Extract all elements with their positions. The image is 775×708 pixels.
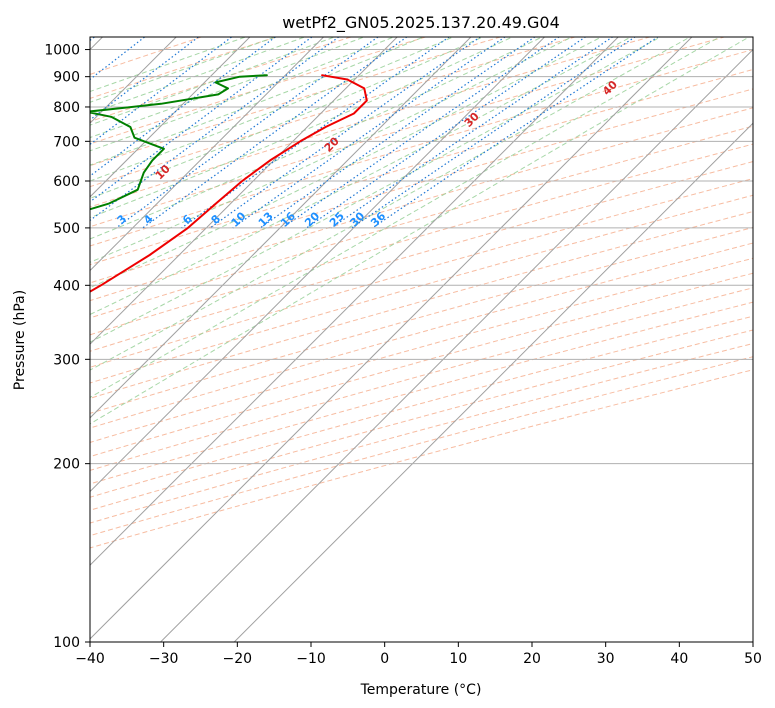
dry-adiabat-line <box>90 107 753 302</box>
x-tick-label: 40 <box>670 651 688 667</box>
dry-adiabat-line <box>90 369 753 549</box>
isotherms <box>90 37 753 642</box>
mixing-ratio-line <box>115 37 379 229</box>
y-axis-title: Pressure (hPa) <box>12 290 28 390</box>
mixing-ratio-line <box>306 37 587 229</box>
x-axis-ticks: −40 −30 −20 −10 0 10 20 30 40 50 <box>75 642 762 667</box>
isotherm-line <box>90 37 325 272</box>
x-tick-label: −20 <box>223 651 253 667</box>
x-tick-label: −40 <box>75 651 105 667</box>
mixing-ratio-line <box>90 37 340 222</box>
y-tick-label: 300 <box>53 352 80 368</box>
profiles <box>90 74 368 293</box>
mixing-ratio-line <box>330 37 614 229</box>
isotherm-line <box>90 37 398 345</box>
dry-adiabat-line <box>90 49 753 247</box>
isotherm-line <box>90 37 693 640</box>
x-tick-label: 20 <box>523 651 541 667</box>
isotherm-line <box>159 48 753 642</box>
y-tick-label: 500 <box>53 221 80 237</box>
isotherm-line <box>90 37 546 493</box>
pressure-gridlines <box>90 49 753 642</box>
dry-adiabat-line <box>90 161 753 352</box>
dry-adiabat-line <box>90 178 753 368</box>
isotherm-line <box>90 37 472 419</box>
y-tick-label: 600 <box>53 174 80 190</box>
mixing-ratio-line <box>232 37 506 229</box>
y-tick-label: 100 <box>53 635 80 651</box>
dry-adiabat-line <box>90 315 753 498</box>
mixing-ratio-lines <box>90 37 659 229</box>
mixing-ratio-line <box>90 37 313 203</box>
plot-frame <box>89 36 754 643</box>
mixing-ratio-line <box>209 37 482 229</box>
moist-adiabat-line <box>90 37 721 399</box>
temperature-profile-line <box>90 74 368 293</box>
x-tick-label: −30 <box>149 651 179 667</box>
dry-adiabat-line <box>90 37 652 208</box>
y-axis-ticks: 1000 900 800 700 600 500 400 300 200 100 <box>44 43 90 651</box>
x-axis-title: Temperature (°C) <box>360 682 482 698</box>
isotherm-line <box>90 37 251 198</box>
dry-adiabat-line <box>90 143 753 336</box>
y-tick-label: 1000 <box>44 43 80 59</box>
y-tick-label: 200 <box>53 457 80 473</box>
dry-adiabat-line <box>90 329 753 511</box>
moist-adiabat-line <box>90 37 662 343</box>
dry-adiabat-line <box>90 342 753 524</box>
isotherm-line <box>233 122 753 642</box>
y-tick-label: 400 <box>53 278 80 294</box>
dewpoint-profile-line <box>90 74 268 211</box>
chart-title: wetPf2_GN05.2025.137.20.49.G04 <box>282 13 560 33</box>
mixing-ratio-line <box>372 37 659 229</box>
y-tick-label: 900 <box>53 70 80 86</box>
x-tick-label: 0 <box>380 651 389 667</box>
x-tick-label: −10 <box>296 651 326 667</box>
x-tick-label: 10 <box>449 651 467 667</box>
x-tick-label: 50 <box>744 651 762 667</box>
y-tick-label: 800 <box>53 100 80 116</box>
plot-area: -100-90-80-70-60-50-40-30-20-100.10.20.4… <box>90 37 753 642</box>
moist-adiabat-line <box>90 37 573 263</box>
isotherm-line <box>90 37 619 566</box>
mixing-ratio-line <box>142 37 408 229</box>
x-tick-label: 30 <box>597 651 615 667</box>
dry-adiabat-line <box>90 356 753 537</box>
mixing-ratio-line <box>181 37 451 229</box>
y-tick-label: 700 <box>53 134 80 150</box>
